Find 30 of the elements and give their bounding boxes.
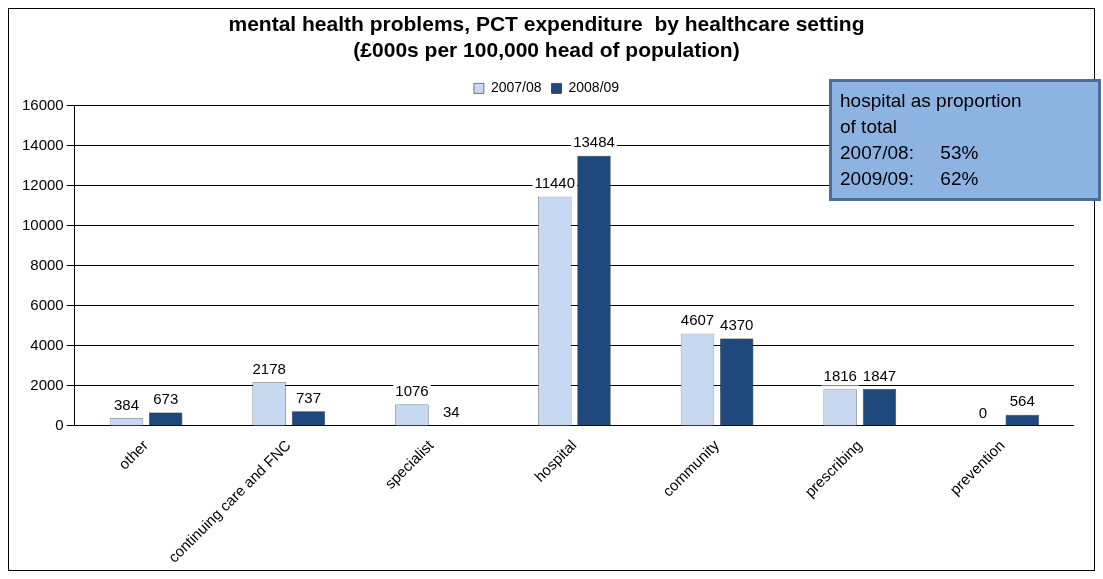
annotation: 2009/09: 62% (840, 167, 980, 191)
y-tick-label: 2000 (30, 376, 64, 394)
data-label: 34 (442, 402, 460, 420)
y-tick-label: 0 (55, 416, 64, 434)
data-label: 1816 (823, 367, 857, 385)
y-tick-label: 10000 (21, 215, 64, 233)
legend-label: 2007/08 (490, 79, 542, 96)
annotation: of total (840, 115, 899, 139)
y-tick-label: 8000 (30, 255, 64, 273)
legend-label: 2008/09 (568, 79, 620, 96)
data-label: 0 (978, 403, 988, 421)
data-label: 2178 (252, 359, 286, 377)
data-label: 4607 (680, 311, 715, 329)
y-tick-label: 14000 (21, 135, 64, 153)
annotation: 2007/08: 53% (840, 141, 980, 165)
data-label: 737 (295, 388, 321, 406)
data-label: 384 (113, 395, 139, 413)
y-tick-label: 4000 (30, 335, 64, 353)
data-label: 1847 (862, 366, 897, 384)
annotation: hospital as proportion (840, 89, 1023, 113)
data-label: 4370 (720, 316, 754, 334)
y-tick-label: 16000 (21, 95, 64, 113)
data-label: 13484 (573, 133, 615, 151)
y-tick-label: 6000 (30, 295, 64, 313)
data-label: 564 (1009, 392, 1035, 410)
data-label: 1076 (395, 382, 429, 400)
data-label: 11440 (534, 174, 576, 192)
y-tick-label: 12000 (21, 175, 64, 193)
data-label: 673 (153, 390, 179, 408)
chart-title: mental health problems, PCT expenditure by healthcare setting (£000s per 100,000 head of population) (228, 12, 865, 61)
